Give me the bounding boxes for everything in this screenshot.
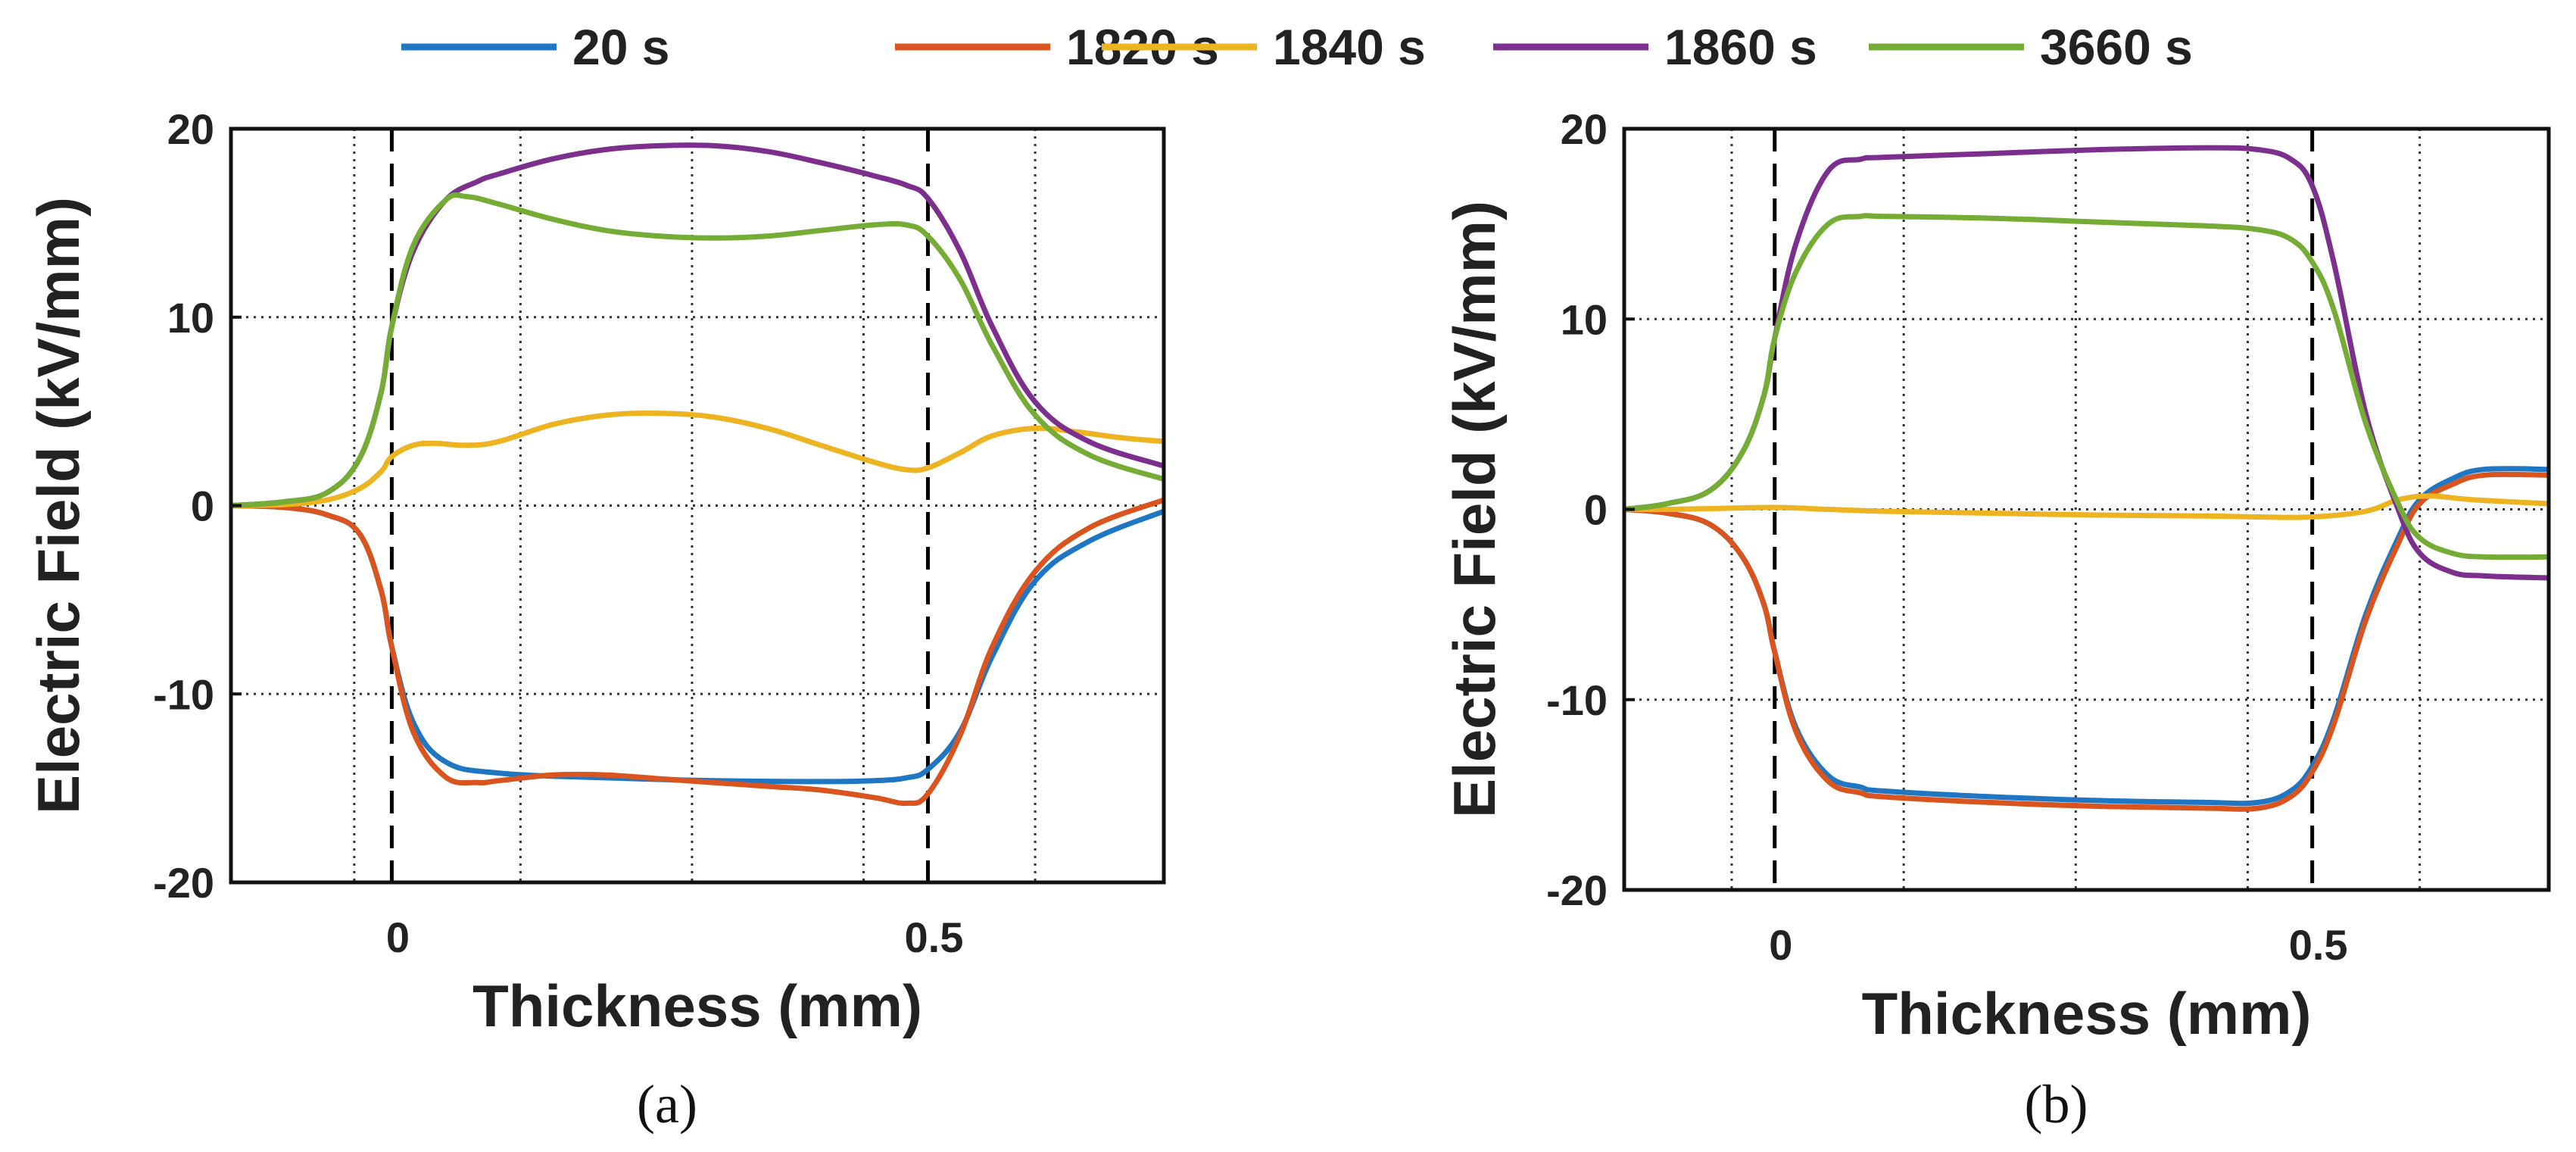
x-tick-label: 0.5 <box>905 913 964 961</box>
y-tick-label: 0 <box>1584 486 1608 534</box>
y-tick-label: -10 <box>1546 676 1608 724</box>
y-axis-label: Electric Field (kV/mm) <box>25 197 92 814</box>
series-line-1840s <box>1624 493 2549 520</box>
x-tick-label: 0.5 <box>2289 921 2348 969</box>
series-line-20s <box>231 503 1164 785</box>
legend-label-2: 1840 s <box>1273 19 1426 75</box>
series-group <box>1624 145 2549 812</box>
series-group <box>231 142 1164 807</box>
x-tick-label: 0 <box>386 913 410 961</box>
series-line-1820s <box>231 497 1164 807</box>
chart-b: -20 -10 0 10 20 0 0.5 Thickness (mm) Electric Fi… <box>1441 105 2551 1135</box>
panel-label: (a) <box>637 1074 697 1135</box>
legend-label-0: 20 s <box>572 19 669 75</box>
legend-label-3: 1860 s <box>1664 19 1817 75</box>
series-line-1840s <box>231 410 1164 508</box>
y-axis-label: Electric Field (kV/mm) <box>1441 201 1508 818</box>
y-tick-label: 10 <box>167 294 214 342</box>
x-axis-label: Thickness (mm) <box>472 972 922 1039</box>
y-tick-label: 20 <box>1561 105 1608 153</box>
x-tick-label: 0 <box>1769 921 1792 969</box>
y-tick-label: -20 <box>153 859 214 907</box>
legend: 20 s 1820 s 1840 s 1860 s 3660 s <box>401 19 2193 75</box>
series-line-1820s <box>1624 471 2549 812</box>
panel-label: (b) <box>2025 1074 2088 1135</box>
legend-label-4: 3660 s <box>2040 19 2193 75</box>
series-line-3660s <box>1624 213 2549 560</box>
y-tick-label: 10 <box>1561 295 1608 343</box>
series-line-3660s <box>231 192 1164 508</box>
y-tick-label: 20 <box>167 105 214 153</box>
x-axis-label: Thickness (mm) <box>1862 980 2312 1047</box>
y-tick-label: -10 <box>153 670 214 718</box>
plot-frame <box>229 126 1166 885</box>
y-tick-label: 0 <box>191 482 214 530</box>
series-line-1860s <box>231 142 1164 508</box>
y-tick-label: -20 <box>1546 866 1608 914</box>
chart-a: -20 -10 0 10 20 0 0.5 Thickness (mm) Electric Fi… <box>25 105 1166 1135</box>
